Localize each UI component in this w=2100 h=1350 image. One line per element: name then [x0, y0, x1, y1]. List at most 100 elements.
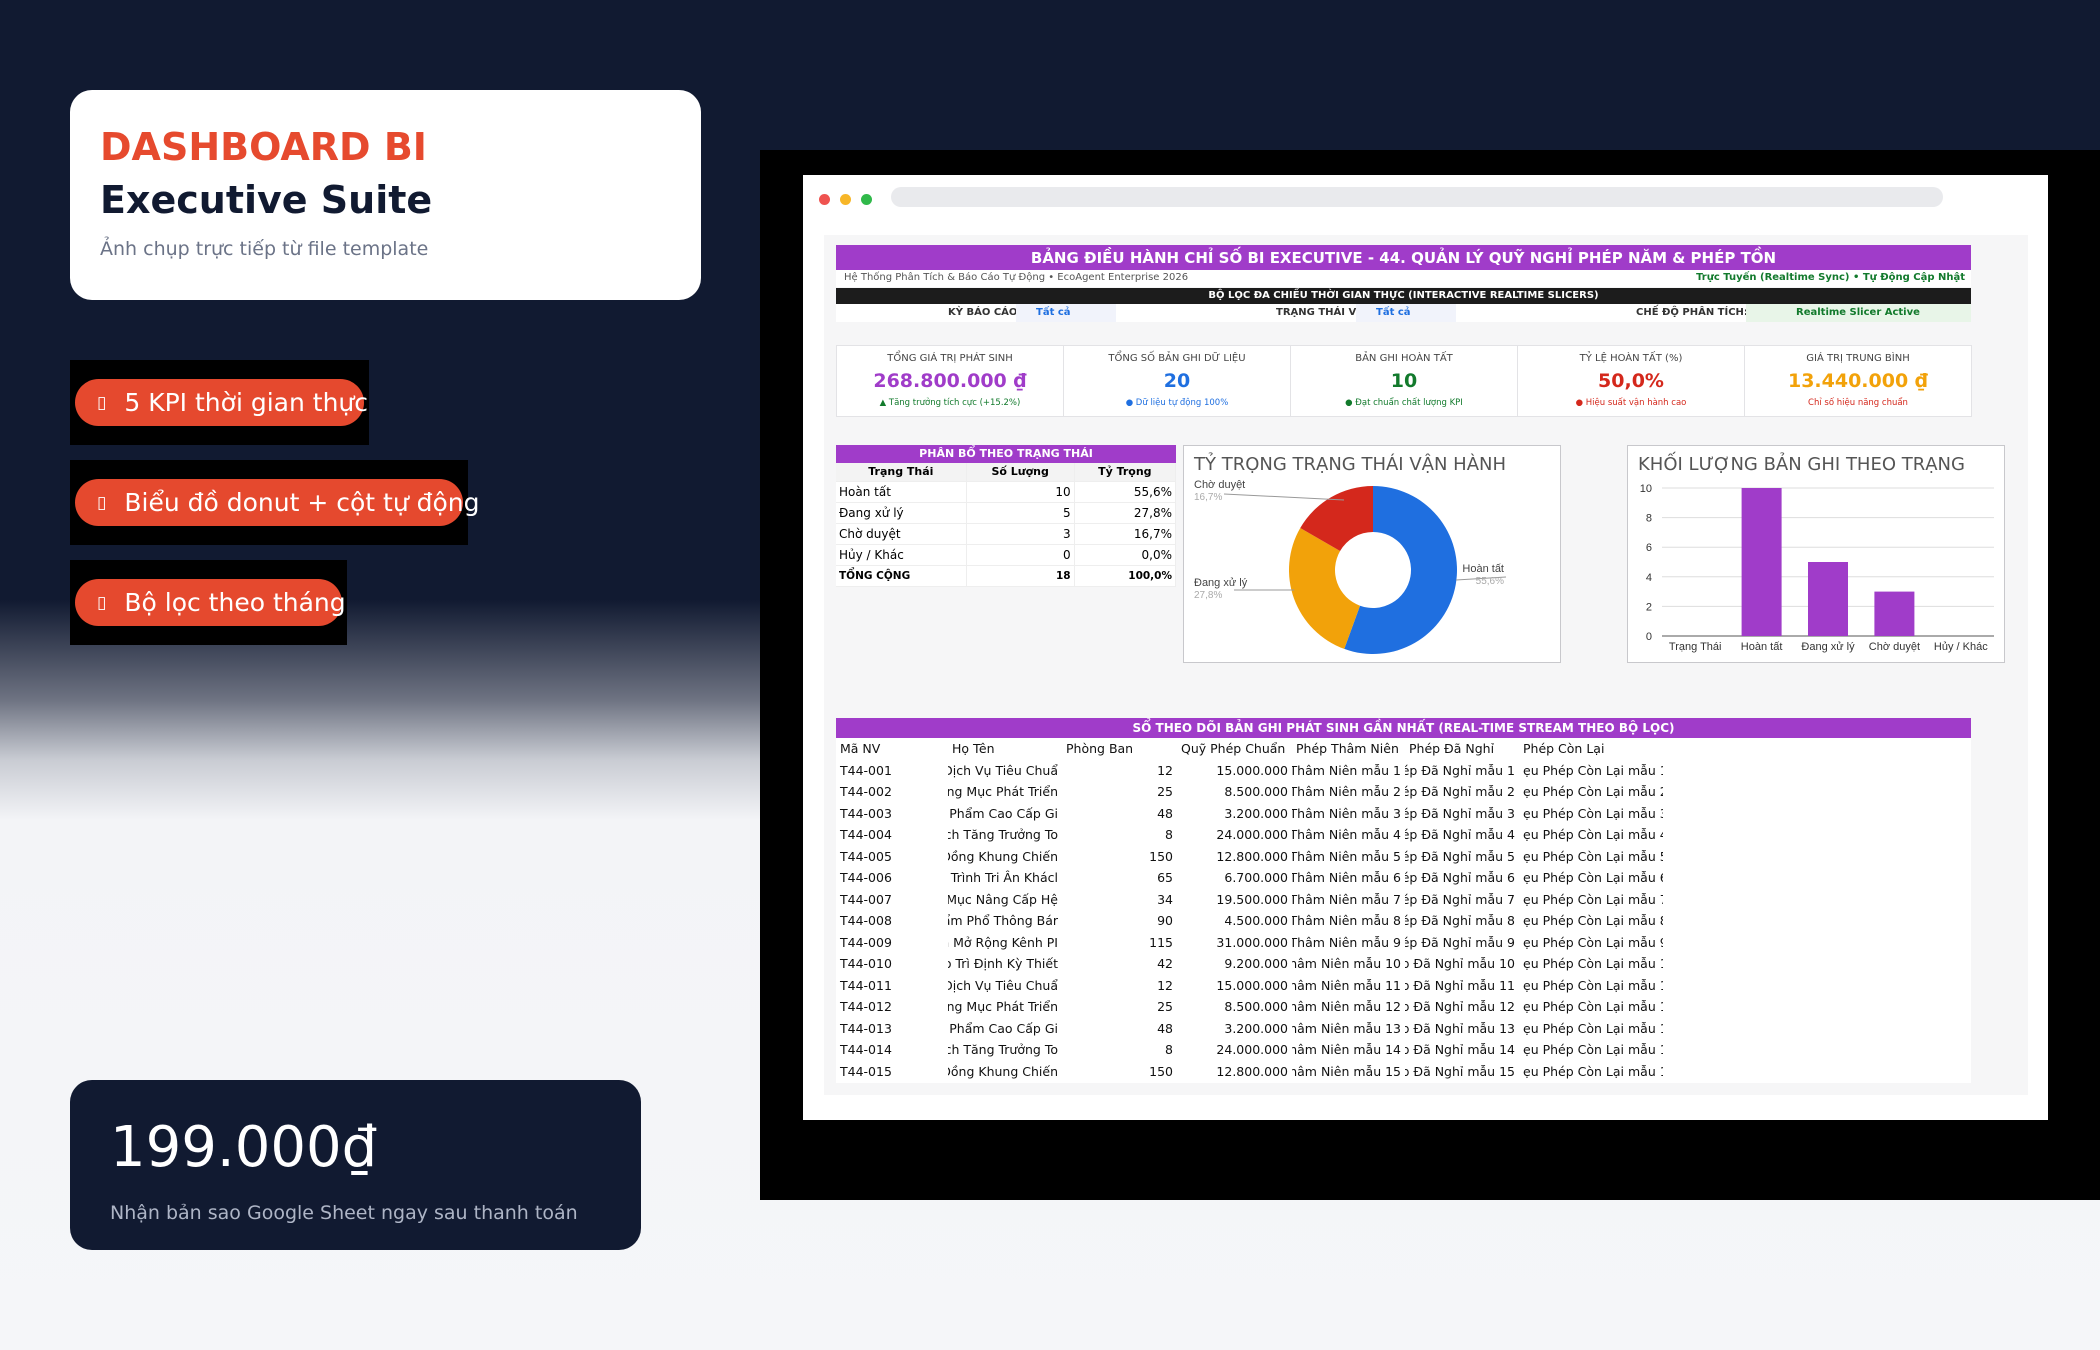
leave-remaining: ẹu Phép Còn Lại mẫu 7	[1523, 891, 1663, 907]
column-header: Quỹ Phép Chuẩn	[1181, 741, 1286, 757]
total-label: TỔNG CỘNG	[836, 565, 967, 587]
column-header: Phòng Ban	[1066, 741, 1134, 757]
employee-name: Mục Nâng Cấp Hệ '	[948, 891, 1058, 907]
status-share: 27,8%	[1074, 502, 1177, 524]
department: 25	[1157, 999, 1173, 1015]
leave-remaining: ẹu Phép Còn Lại mẫu 8	[1523, 913, 1663, 929]
leave-taken: iép Đã Nghỉ mẫu 3	[1405, 805, 1515, 821]
leader-line	[1223, 493, 1345, 501]
department: 34	[1157, 891, 1173, 907]
table-row: T44-008 ıẩm Phổ Thông Bár 90 4.500.000 Thâm …	[836, 910, 1663, 932]
seniority-leave: Thâm Niên mẫu 15	[1292, 1063, 1401, 1079]
y-tick-label: 0	[1646, 631, 1652, 643]
y-tick-label: 4	[1646, 572, 1652, 584]
seniority-leave: Thâm Niên mẫu 2	[1292, 784, 1401, 800]
donut-chart: TỶ TRỌNG TRẠNG THÁI VẬN HÀNH Hoàn tất 55,…	[1183, 445, 1561, 663]
employee-name: i Dịch Vụ Tiêu Chuẩ	[948, 762, 1058, 778]
table-row: Hoàn tất 10 55,6%	[836, 481, 1177, 503]
leader-line	[1455, 576, 1507, 581]
seniority-leave: Thâm Niên mẫu 1	[1292, 762, 1401, 778]
standard-leave-fund: 8.500.000	[1224, 784, 1288, 800]
seniority-leave: Thâm Niên mẫu 3	[1292, 805, 1401, 821]
employee-id: T44-010	[840, 956, 892, 972]
kpi-card-completed: BẢN GHI HOÀN TẤT 10 ● Đạt chuẩn chất lượ…	[1290, 345, 1518, 417]
table-row: T44-011 i Dịch Vụ Tiêu Chuẩ 12 15.000.000Th…	[836, 975, 1663, 997]
column-header: Phép Thâm Niên	[1296, 741, 1399, 757]
table-row: T44-012 ng Mục Phát Triển 25 8.500.000 Thâm …	[836, 996, 1663, 1018]
employee-id: T44-015	[840, 1063, 892, 1079]
feature-label: Biểu đồ donut + cột tự động	[124, 488, 480, 517]
seniority-leave: Thâm Niên mẫu 5	[1292, 848, 1401, 864]
table-row: T44-014 ịch Tăng Trưởng To 8 24.000.000 Thâm…	[836, 1039, 1663, 1061]
department: 150	[1149, 848, 1173, 864]
title-card: DASHBOARD BI Executive Suite Ảnh chụp tr…	[70, 90, 701, 300]
chart-title: TỶ TRỌNG TRẠNG THÁI VẬN HÀNH	[1194, 454, 1507, 475]
table-row: T44-004 ịch Tăng Trưởng To 8 24.000.000 Thâm…	[836, 824, 1663, 846]
minimize-dot-icon[interactable]	[840, 194, 851, 205]
leave-taken: p Đã Nghỉ mẫu 14	[1405, 1042, 1515, 1058]
price-card: 199.000₫ Nhận bản sao Google Sheet ngay …	[70, 1080, 641, 1250]
browser-window: BẢNG ĐIỀU HÀNH CHỈ SỐ BI EXECUTIVE - 44.…	[803, 175, 2048, 1120]
employee-name: i Dịch Vụ Tiêu Chuẩ	[948, 977, 1058, 993]
table-row: Đang xử lý 5 27,8%	[836, 502, 1177, 524]
close-dot-icon[interactable]	[819, 194, 830, 205]
price-note: Nhận bản sao Google Sheet ngay sau thanh…	[110, 1202, 578, 1224]
status-name: Chờ duyệt	[836, 523, 967, 545]
department: 8	[1165, 1042, 1173, 1058]
x-tick-label: Hoàn tất	[1741, 641, 1783, 653]
feature-icon: ▯	[97, 492, 107, 513]
kpi-value: 50,0%	[1598, 370, 1664, 392]
leave-remaining: ẹu Phép Còn Lại mẫu 6	[1523, 870, 1663, 886]
records-log: SỔ THEO DÕI BẢN GHI PHÁT SINH GẦN NHẤT (…	[836, 718, 1971, 1083]
table-row: Chờ duyệt 3 16,7%	[836, 523, 1177, 545]
status-share: 55,6%	[1074, 481, 1177, 503]
leave-taken: iép Đã Nghỉ mẫu 4	[1405, 827, 1515, 843]
status-name: Hoàn tất	[836, 481, 967, 503]
department: 8	[1165, 827, 1173, 843]
standard-leave-fund: 12.800.000	[1216, 1063, 1288, 1079]
employee-name: h Mở Rộng Kênh PI	[948, 934, 1058, 950]
employee-id: T44-002	[840, 784, 892, 800]
x-tick-label: Trạng Thái	[1669, 641, 1722, 653]
price: 199.000₫	[110, 1115, 378, 1180]
leave-taken: iép Đã Nghỉ mẫu 6	[1405, 870, 1515, 886]
column-header: Trạng Thái	[836, 463, 967, 482]
seniority-leave: Thâm Niên mẫu 12	[1292, 999, 1401, 1015]
leave-remaining: ẹu Phép Còn Lại mẫu 5	[1523, 848, 1663, 864]
leave-remaining: ẹu Phép Còn Lại mẫu 14	[1523, 1042, 1663, 1058]
column-header: Phép Đã Nghỉ	[1409, 741, 1495, 757]
standard-leave-fund: 6.700.000	[1224, 870, 1288, 886]
brand-title: DASHBOARD BI	[100, 125, 427, 169]
maximize-dot-icon[interactable]	[861, 194, 872, 205]
total-count: 18	[966, 565, 1075, 587]
kpi-label: TỶ LỆ HOÀN TẤT (%)	[1579, 353, 1683, 364]
address-bar[interactable]	[891, 187, 1943, 207]
employee-id: T44-005	[840, 848, 892, 864]
x-tick-label: Hủy / Khác	[1934, 641, 1988, 653]
department: 12	[1157, 977, 1173, 993]
bar-chart-svg: 0 2 4 6 8 10 Trạng Thái Hoàn tất Đang xử lý Chờ d…	[1640, 483, 1994, 653]
leave-taken: p Đã Nghỉ mẫu 12	[1405, 999, 1515, 1015]
table-row: T44-001 i Dịch Vụ Tiêu Chuẩ 12 15.000.000Th…	[836, 760, 1663, 782]
leave-remaining: ẹu Phép Còn Lại mẫu 15	[1523, 1063, 1663, 1079]
kpi-note: Chỉ số hiệu năng chuẩn	[1808, 398, 1908, 408]
employee-id: T44-009	[840, 934, 892, 950]
seniority-leave: Thâm Niên mẫu 13	[1292, 1020, 1401, 1036]
employee-id: T44-003	[840, 805, 892, 821]
donut-slice	[1300, 486, 1373, 551]
status-filter-select[interactable]: Tất cả	[1356, 304, 1456, 322]
leave-remaining: ẹu Phép Còn Lại mẫu 12	[1523, 999, 1663, 1015]
standard-leave-fund: 12.800.000	[1216, 848, 1288, 864]
sheet-subtitle-left: Hệ Thống Phân Tích & Báo Cáo Tự Động • E…	[844, 272, 1189, 283]
leave-taken: p Đã Nghỉ mẫu 11	[1405, 977, 1515, 993]
employee-name: Đồng Khung Chiến	[948, 848, 1058, 864]
leave-remaining: ẹu Phép Còn Lại mẫu 11	[1523, 977, 1663, 993]
period-filter-select[interactable]: Tất cả	[1016, 304, 1116, 322]
department: 48	[1157, 1020, 1173, 1036]
column-header: Họ Tên	[952, 741, 995, 757]
department: 12	[1157, 762, 1173, 778]
filter-row: KỲ BÁO CÁO (THÁNG): Tất cả TRẠNG THÁI VẬ…	[836, 304, 1971, 322]
leave-remaining: ẹu Phép Còn Lại mẫu 13	[1523, 1020, 1663, 1036]
filter-bar: BỘ LỌC ĐA CHIỀU THỜI GIAN THỰC (INTERACT…	[836, 288, 1971, 304]
total-share: 100,0%	[1074, 565, 1177, 587]
